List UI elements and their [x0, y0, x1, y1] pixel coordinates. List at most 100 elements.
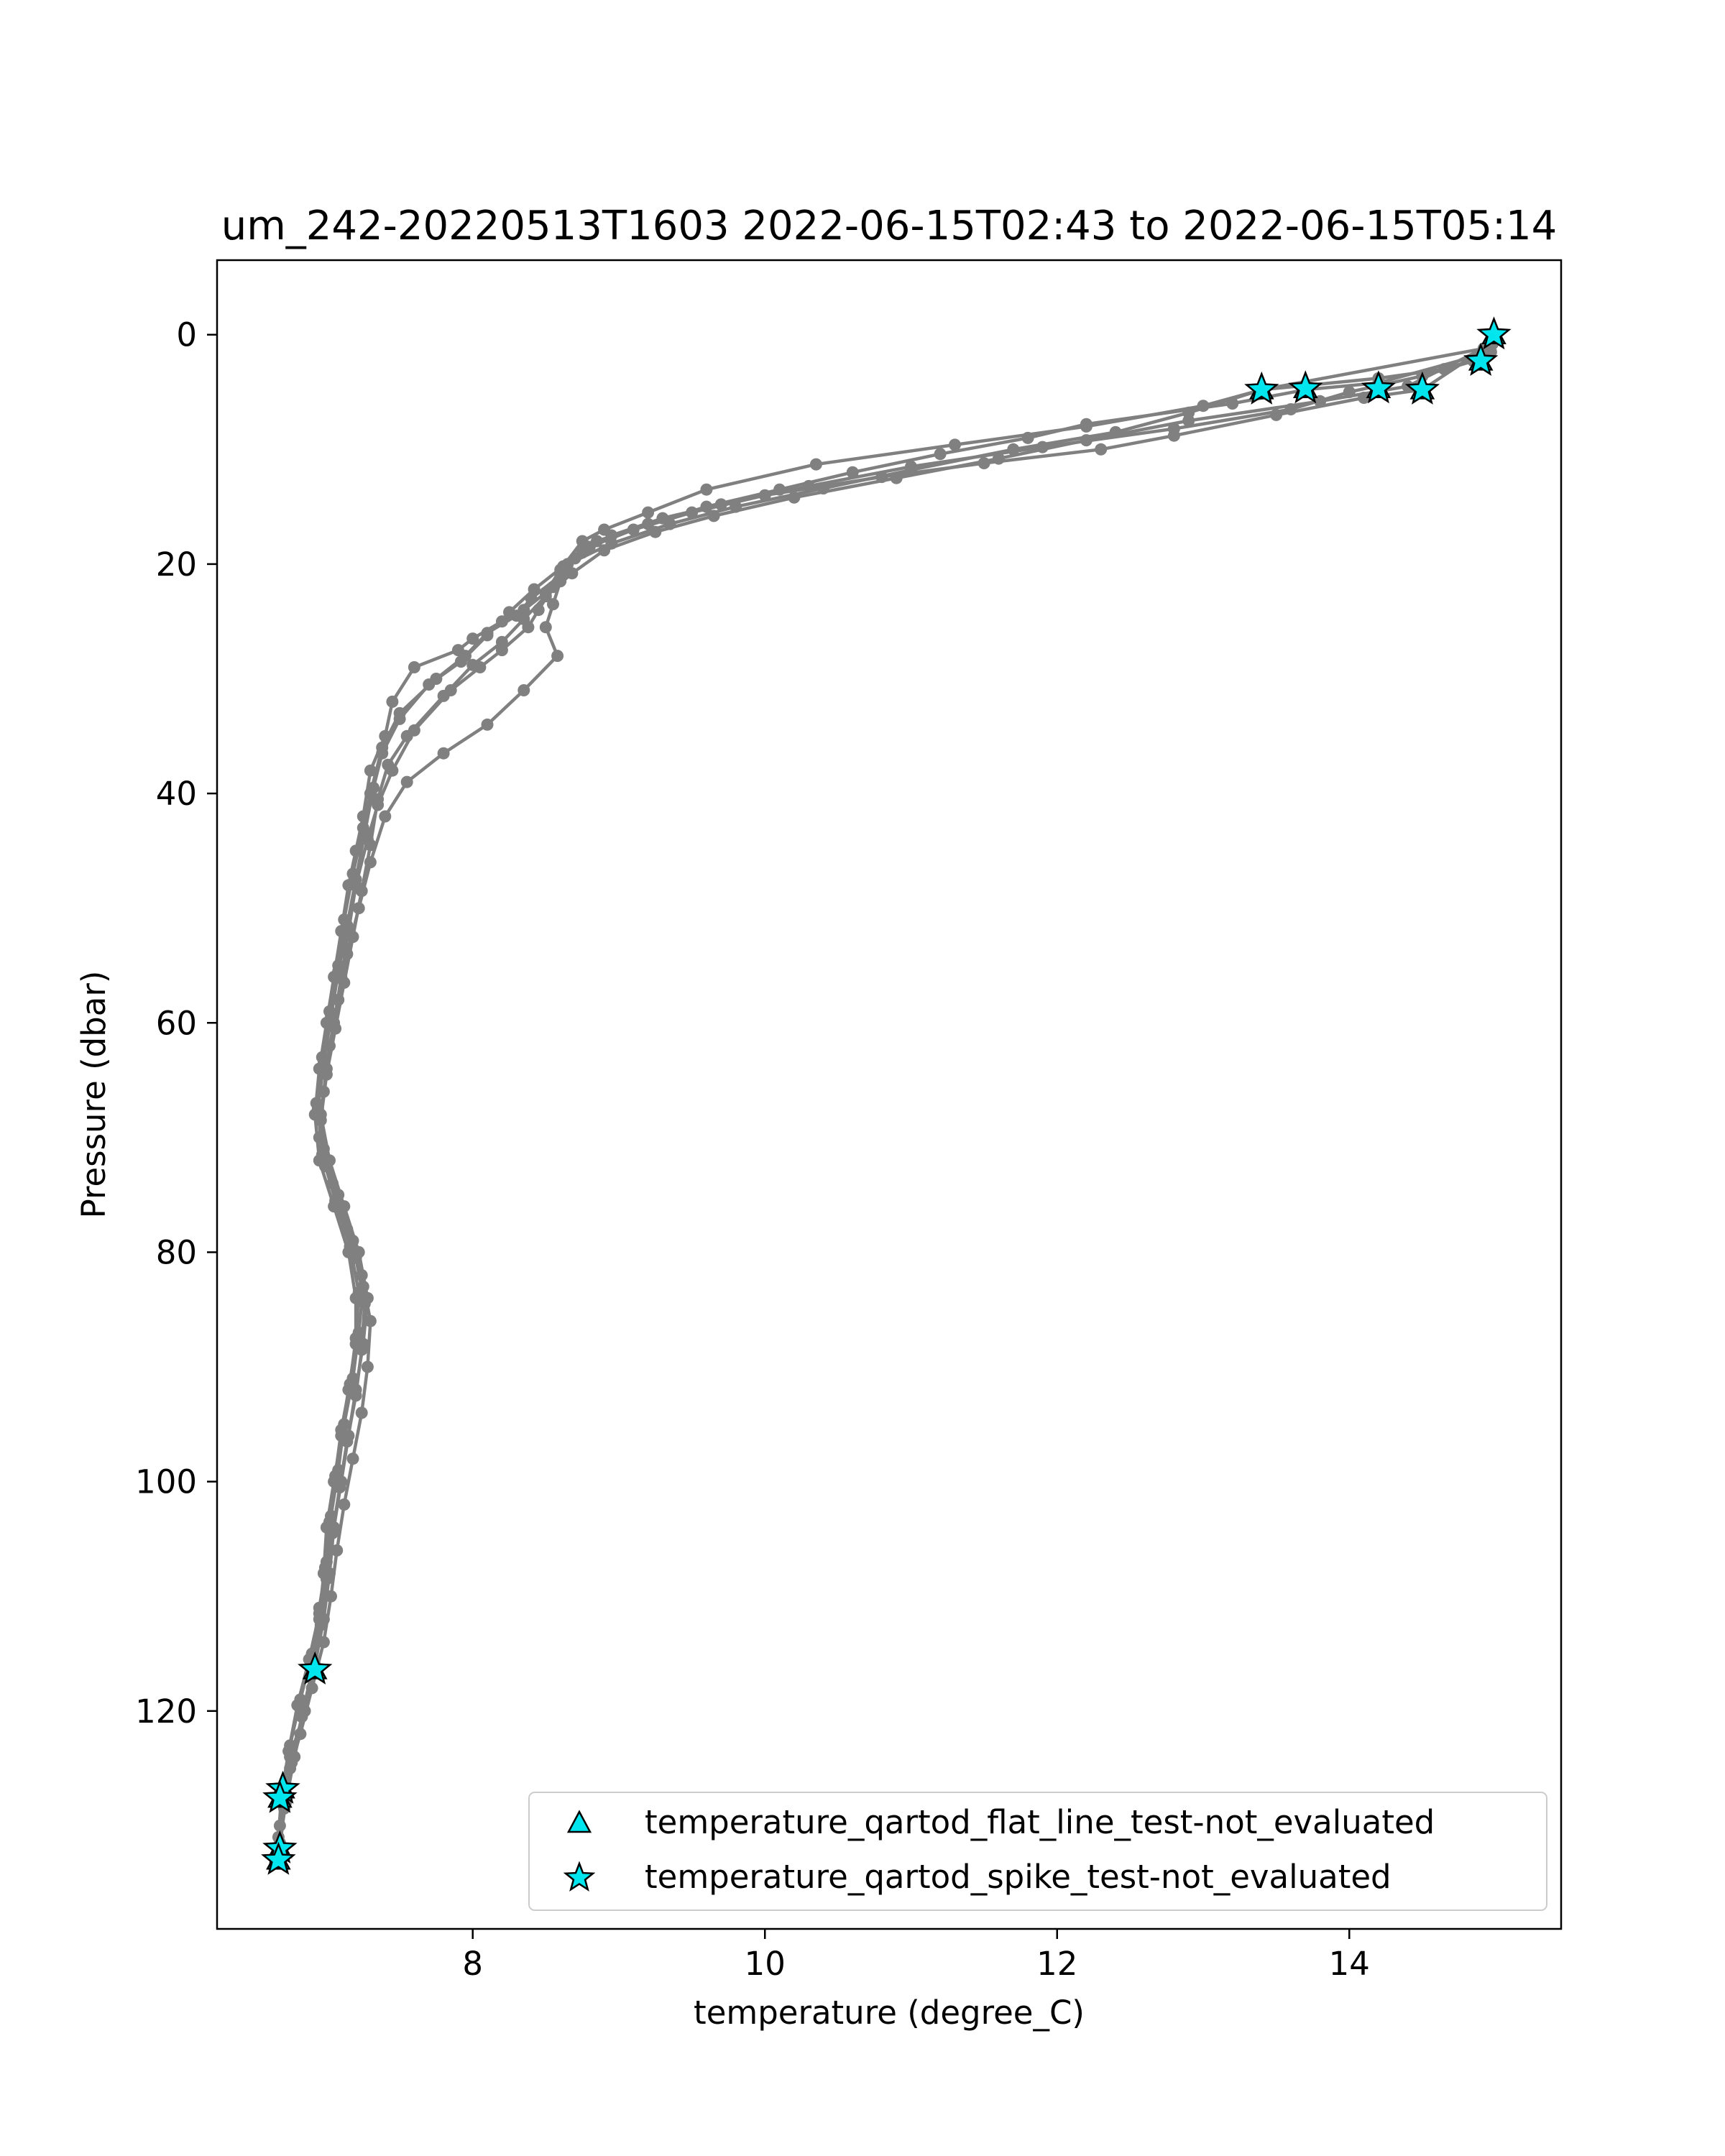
profile-point: [1182, 406, 1195, 419]
profile-point: [367, 781, 380, 794]
profile-point: [372, 793, 385, 806]
profile-point: [1095, 443, 1108, 456]
profile-point: [376, 747, 389, 760]
profile-line: [281, 350, 1491, 1803]
profile-point: [539, 621, 552, 634]
profile-point: [605, 537, 618, 550]
profile-point: [466, 658, 479, 671]
profile-point: [773, 483, 786, 496]
profile-line: [278, 342, 1494, 1849]
profile-point: [355, 885, 368, 898]
profile-point: [642, 517, 655, 530]
legend: temperature_qartod_flat_line_test-not_ev…: [528, 1792, 1547, 1911]
profile-point: [341, 919, 354, 932]
profile-point: [518, 684, 530, 696]
profile-point: [1167, 429, 1180, 442]
spike-marker: [1404, 371, 1440, 405]
profile-point: [338, 976, 351, 989]
profile-point: [481, 629, 494, 642]
profile-point: [539, 590, 552, 603]
x-tick-label: 14: [1329, 1945, 1370, 1983]
x-tick-label: 12: [1036, 1945, 1077, 1983]
profile-point: [400, 729, 413, 742]
profile-point: [317, 1636, 330, 1649]
profile-point: [518, 613, 530, 625]
profile-point: [325, 1010, 337, 1023]
spike-marker: [1463, 342, 1499, 376]
profile-point: [992, 452, 1005, 465]
profile-point: [1270, 408, 1283, 421]
profile-point: [408, 661, 420, 673]
profile-point: [323, 1516, 336, 1528]
profile-point: [282, 1745, 295, 1758]
qc-marker-layer: [261, 316, 1512, 1875]
profile-line: [277, 344, 1489, 1861]
profile-point: [338, 1498, 351, 1511]
y-axis: 0 20 40 60 80 100 120: [135, 316, 217, 1731]
profile-point: [352, 1286, 365, 1299]
profile-line: [277, 346, 1484, 1838]
profile-point: [528, 583, 540, 596]
chart-title: um_242-20220513T1603 2022-06-15T02:43 to…: [221, 203, 1558, 249]
profile-point: [329, 1194, 342, 1207]
profile-point: [316, 1148, 328, 1161]
y-axis-label: Pressure (dbar): [75, 971, 113, 1219]
profile-line: [277, 339, 1497, 1855]
profile-point: [934, 448, 947, 461]
profile-point: [700, 500, 713, 513]
profile-point: [364, 839, 377, 852]
y-tick-label: 80: [156, 1233, 197, 1271]
legend-triangle-marker: [566, 1810, 592, 1833]
legend-box: [528, 1792, 1547, 1911]
profile-point: [949, 438, 961, 451]
profile-point: [382, 758, 395, 771]
profile-point: [344, 1240, 356, 1253]
y-tick-label: 120: [135, 1692, 197, 1731]
y-tick-label: 60: [156, 1004, 197, 1042]
profile-point: [466, 632, 479, 645]
profile-point: [423, 678, 436, 691]
profile-point: [393, 712, 406, 725]
profile-point: [341, 1435, 354, 1448]
profile-point: [349, 1389, 362, 1402]
profile-point: [344, 1378, 356, 1391]
profile-point: [349, 1332, 362, 1345]
profile-point: [846, 466, 859, 479]
profile-series: [272, 334, 1501, 1861]
profile-point: [325, 1590, 337, 1603]
profile-series: [277, 346, 1497, 1809]
profile-point: [379, 810, 392, 823]
profile-point: [905, 464, 917, 476]
profile-point: [730, 500, 742, 513]
y-tick-label: 0: [176, 316, 197, 354]
profile-series: [272, 342, 1490, 1843]
profile-point: [566, 567, 579, 580]
profile-point: [1109, 425, 1122, 438]
legend-star-marker: [563, 1861, 596, 1892]
profile-point: [400, 775, 413, 788]
profile-series: [273, 338, 1499, 1855]
x-tick-label: 8: [462, 1945, 483, 1983]
profile-point: [437, 747, 450, 760]
profile-point: [361, 1360, 374, 1373]
spike-marker: [1361, 370, 1397, 404]
y-tick-label: 40: [156, 775, 197, 813]
profile-point: [642, 506, 655, 519]
profile-point: [332, 964, 345, 977]
profile-line: [281, 333, 1496, 1792]
profile-point: [437, 689, 450, 702]
profile-point: [329, 1470, 342, 1483]
x-axis: 8 10 12 14: [462, 1929, 1370, 1983]
profile-point: [358, 827, 371, 840]
y-tick-label: 20: [156, 545, 197, 584]
profile-point: [481, 718, 494, 731]
profile-point: [346, 931, 359, 944]
profile-point: [355, 1343, 368, 1356]
profile-point: [291, 1699, 304, 1712]
profile-point: [1080, 418, 1092, 430]
plot-area: [272, 328, 1501, 1866]
plot-frame: [216, 259, 1563, 1930]
profile-point: [311, 1102, 324, 1115]
profile-point: [547, 598, 559, 611]
